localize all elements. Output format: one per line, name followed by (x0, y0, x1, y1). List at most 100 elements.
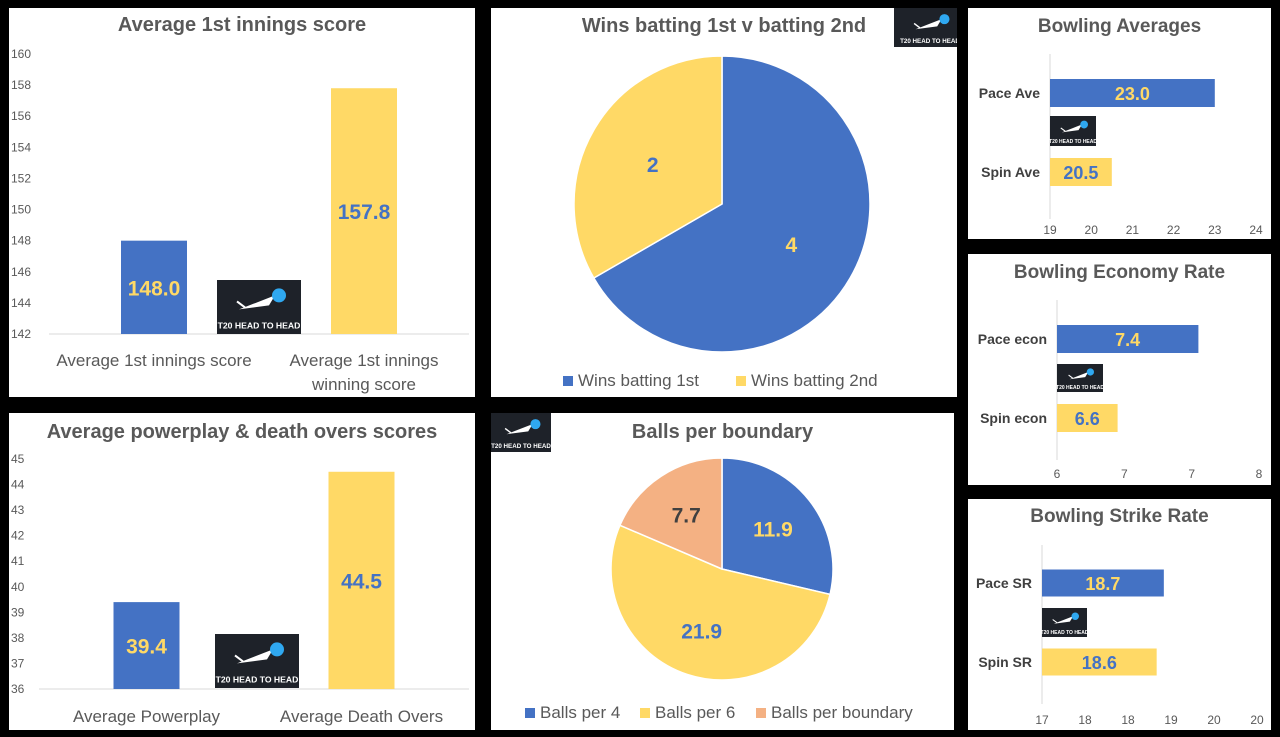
x-tick-label: 19 (1043, 223, 1057, 237)
logo-badge: T20 HEAD TO HEAD (1056, 364, 1104, 392)
logo-badge: T20 HEAD TO HEAD (215, 634, 299, 688)
legend-swatch (756, 708, 766, 718)
x-tick-label: 21 (1126, 223, 1140, 237)
legend-swatch (525, 708, 535, 718)
bat-shape (1053, 616, 1074, 624)
category-label: Average 1st innings winning score (289, 351, 438, 394)
y-tick-label: 160 (11, 47, 31, 61)
pie-slice-1 (610, 524, 831, 681)
y-tick-label: 43 (11, 503, 25, 517)
y-tick-label: 150 (11, 203, 31, 217)
category-label: Average 1st innings score (56, 351, 251, 370)
chart-panel-bowling-averages: Bowling Averages 19 20 21 22 23 24 23.0 Pace Ave… (968, 8, 1271, 239)
ball-shape (530, 419, 541, 430)
chart-panel-balls-per-boundary: Balls per boundary 11.9 21.9 7.7 Balls per 4… (491, 413, 954, 730)
y-tick-label: 156 (11, 109, 31, 123)
y-tick-label: 36 (11, 682, 25, 696)
y-tick-label: 146 (11, 265, 31, 279)
y-tick-label: 158 (11, 78, 31, 92)
slice-label: 2 (647, 154, 659, 177)
cricket-ball-bat-icon (1060, 120, 1088, 133)
bar-chart-avg-first-innings: Average 1st innings score 142 144 146 148 150… (11, 14, 469, 394)
pie-slice-1 (573, 55, 723, 280)
logo-text: T20 HEAD TO HEAD (1049, 139, 1097, 145)
bar-1 (1042, 648, 1157, 676)
x-tick-label: 22 (1167, 223, 1181, 237)
pie-chart-balls-per-boundary: Balls per boundary 11.9 21.9 7.7 Balls per 4… (491, 413, 913, 722)
stump-mark (234, 654, 244, 663)
cricket-ball-bat-icon (1052, 612, 1079, 624)
y-tick-label: 41 (11, 554, 25, 568)
logo-background (1057, 364, 1103, 392)
stump-mark (504, 427, 512, 434)
ball-shape (272, 288, 286, 303)
chart-title: Average powerplay & death overs scores (47, 421, 438, 443)
y-tick-label: 45 (11, 452, 25, 466)
data-label: 157.8 (338, 201, 391, 224)
chart-panel-bowling-economy: Bowling Economy Rate 6 7 7 8 7.4 Pace econ 6.6 S… (968, 254, 1271, 485)
logo-badge: T20 HEAD TO HEAD (894, 8, 957, 47)
slice-label: 21.9 (681, 621, 722, 644)
x-tick-label: 20 (1250, 713, 1264, 727)
logo-text: T20 HEAD TO HEAD (900, 38, 957, 45)
y-tick-label: 154 (11, 140, 31, 154)
category-label: Pace SR (976, 575, 1032, 591)
bat-shape (915, 19, 942, 30)
cricket-ball-bat-icon (236, 288, 286, 310)
ball-shape (939, 14, 950, 25)
logo-text: T20 HEAD TO HEAD (491, 443, 551, 450)
logo-badge: T20 HEAD TO HEAD (217, 280, 301, 334)
chart-title: Bowling Averages (1038, 16, 1201, 37)
bat-shape (237, 649, 273, 664)
data-label: 20.5 (1063, 163, 1098, 183)
bar-1 (1057, 404, 1118, 432)
bar-chart-bowling-economy: Bowling Economy Rate 6 7 7 8 7.4 Pace econ 6.6 S… (978, 262, 1263, 481)
slice-label: 7.7 (672, 505, 701, 528)
slice-label: 11.9 (753, 519, 793, 542)
stump-mark (236, 300, 246, 309)
y-tick-label: 144 (11, 296, 31, 310)
category-label: Spin Ave (981, 164, 1040, 180)
logo-background (215, 634, 299, 688)
logo-background (491, 413, 551, 452)
bar-chart-bowling-averages: Bowling Averages 19 20 21 22 23 24 23.0 Pace Ave… (979, 16, 1263, 237)
bar-1 (328, 471, 395, 689)
bar-0 (1050, 79, 1215, 107)
x-tick-label: 18 (1078, 713, 1092, 727)
x-tick-label: 17 (1035, 713, 1049, 727)
x-tick-label: 8 (1256, 467, 1263, 481)
legend-swatch (640, 708, 650, 718)
bar-0 (113, 602, 180, 689)
chart-title: Wins batting 1st v batting 2nd (582, 15, 866, 37)
ball-shape (1080, 120, 1088, 129)
pie-slice-0 (592, 55, 871, 353)
legend-label: Balls per 4 (540, 703, 620, 722)
chart-title: Balls per boundary (632, 421, 814, 443)
bar-0 (1057, 325, 1199, 353)
chart-title: Bowling Economy Rate (1014, 262, 1225, 283)
y-tick-label: 44 (11, 478, 25, 492)
x-tick-label: 24 (1249, 223, 1263, 237)
x-tick-label: 7 (1121, 467, 1128, 481)
logo-badge: T20 HEAD TO HEAD (1049, 116, 1097, 146)
legend-label: Balls per 6 (655, 703, 735, 722)
logo-text: T20 HEAD TO HEAD (216, 675, 299, 685)
logo-badge: T20 HEAD TO HEAD (1041, 608, 1089, 637)
category-label: Pace econ (978, 331, 1047, 347)
chart-panel-powerplay-death: Average powerplay & death overs scores 36… (9, 413, 475, 730)
slice-label: 4 (785, 234, 797, 257)
bar-0 (121, 240, 187, 334)
pie-slice-0 (721, 457, 834, 596)
legend-label: Wins batting 2nd (751, 371, 878, 390)
y-tick-label: 38 (11, 631, 25, 645)
chart-panel-wins-batting: Wins batting 1st v batting 2nd 4 2 Wins bat… (491, 8, 957, 397)
legend-swatch (736, 376, 746, 386)
bar-1 (331, 88, 397, 334)
bat-shape (239, 295, 275, 310)
chart-title: Bowling Strike Rate (1030, 506, 1208, 527)
x-tick-label: 18 (1121, 713, 1135, 727)
category-label: Average Powerplay (73, 707, 221, 726)
ball-shape (270, 642, 284, 657)
data-label: 23.0 (1115, 84, 1150, 104)
category-label: Spin econ (980, 410, 1047, 426)
